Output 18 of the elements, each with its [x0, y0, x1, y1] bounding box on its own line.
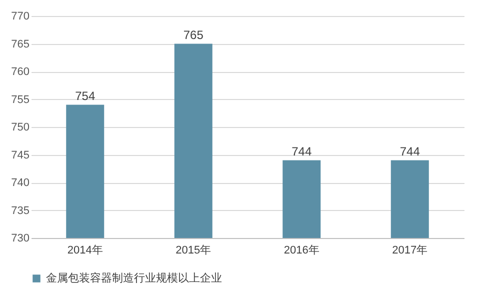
- y-tick-label: 745: [11, 149, 30, 162]
- data-label: 754: [75, 88, 96, 103]
- x-tick-label: 2014年: [67, 244, 103, 256]
- y-tick-label: 740: [11, 177, 30, 189]
- data-label: 765: [183, 28, 204, 42]
- y-tick-label: 760: [11, 66, 30, 78]
- y-tick-label: 735: [11, 204, 30, 217]
- legend-label: 金属包装容器制造行业规模以上企业: [46, 272, 222, 284]
- y-tick-label: 750: [11, 122, 30, 134]
- data-label: 744: [400, 144, 420, 158]
- x-tick-label: 2015年: [176, 244, 212, 256]
- data-label: 744: [292, 144, 312, 158]
- y-tick-label: 755: [11, 94, 30, 106]
- x-tick-label: 2017年: [392, 244, 428, 256]
- x-tick-label: 2016年: [284, 244, 320, 256]
- y-tick-label: 765: [11, 38, 30, 50]
- y-tick-label: 770: [11, 10, 30, 22]
- y-tick-label: 730: [11, 232, 30, 244]
